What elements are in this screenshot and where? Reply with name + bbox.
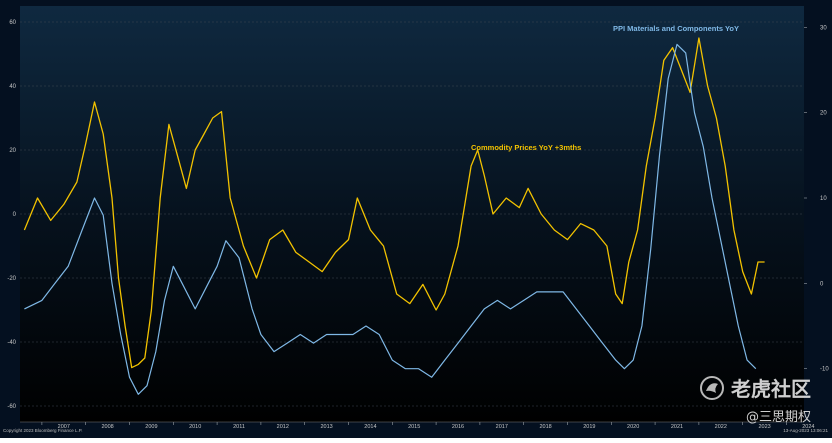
x-tick-label: 2015 <box>408 424 420 430</box>
watermark-handle: @三思期权 <box>746 409 811 425</box>
y-left-tick-label: -40 <box>7 340 16 346</box>
x-tick-label: 2021 <box>671 424 683 430</box>
x-tick-label: 2018 <box>539 424 551 430</box>
commodity-series-label: Commodity Prices YoY +3mths <box>471 143 581 152</box>
watermark: 老虎社区 @三思期权 <box>700 376 811 425</box>
x-tick-label: 2022 <box>715 424 727 430</box>
x-tick-label: 2008 <box>101 424 113 430</box>
x-tick-label: 2016 <box>452 424 464 430</box>
x-tick-label: 2012 <box>277 424 289 430</box>
x-tick-label: 2020 <box>627 424 639 430</box>
right-axis: 30 20 10 0 -10 <box>804 25 829 373</box>
y-left-tick-label: 20 <box>9 148 16 154</box>
y-left-tick-label: -60 <box>7 404 16 410</box>
ppi-series-label: PPI Materials and Components YoY <box>613 24 739 33</box>
x-tick-label: 2019 <box>583 424 595 430</box>
y-left-tick-label: 0 <box>13 212 17 218</box>
y-left-tick-label: 40 <box>9 84 16 90</box>
y-right-tick-label: 20 <box>820 111 827 117</box>
ppi-materials-line <box>24 43 757 395</box>
x-tick-label: 2013 <box>320 424 332 430</box>
x-tick-label: 2024 <box>802 424 814 430</box>
left-axis: 60 40 20 0 -20 -40 -60 <box>7 20 16 410</box>
watermark-brand: 老虎社区 <box>731 377 811 401</box>
x-tick-label: 2009 <box>145 424 157 430</box>
y-right-tick-label: 30 <box>820 25 827 31</box>
x-tick-label: 2007 <box>58 424 70 430</box>
y-right-tick-label: 10 <box>820 196 827 202</box>
x-tick-label: 2011 <box>233 424 245 430</box>
x-tick-label: 2017 <box>496 424 508 430</box>
commodity-prices-line <box>23 37 765 369</box>
x-axis: 2007 2008 2009 2010 2011 2012 2013 2014 2015 2016… <box>20 421 815 430</box>
y-left-tick-label: 60 <box>9 20 16 26</box>
tiger-logo-icon <box>700 376 724 400</box>
series-layer <box>23 37 765 395</box>
y-right-tick-label: 0 <box>820 281 824 287</box>
timestamp-text: 13-Aug-2023 13:06:21 <box>783 428 828 433</box>
y-right-tick-label: -10 <box>820 367 829 373</box>
x-tick-label: 2023 <box>758 424 770 430</box>
y-left-tick-label: -20 <box>7 276 16 282</box>
copyright-text: Copyright 2023 Bloomberg Finance L.P. <box>3 428 82 433</box>
x-tick-label: 2010 <box>189 424 201 430</box>
grid-lines <box>20 21 804 407</box>
x-tick-label: 2014 <box>364 424 376 430</box>
